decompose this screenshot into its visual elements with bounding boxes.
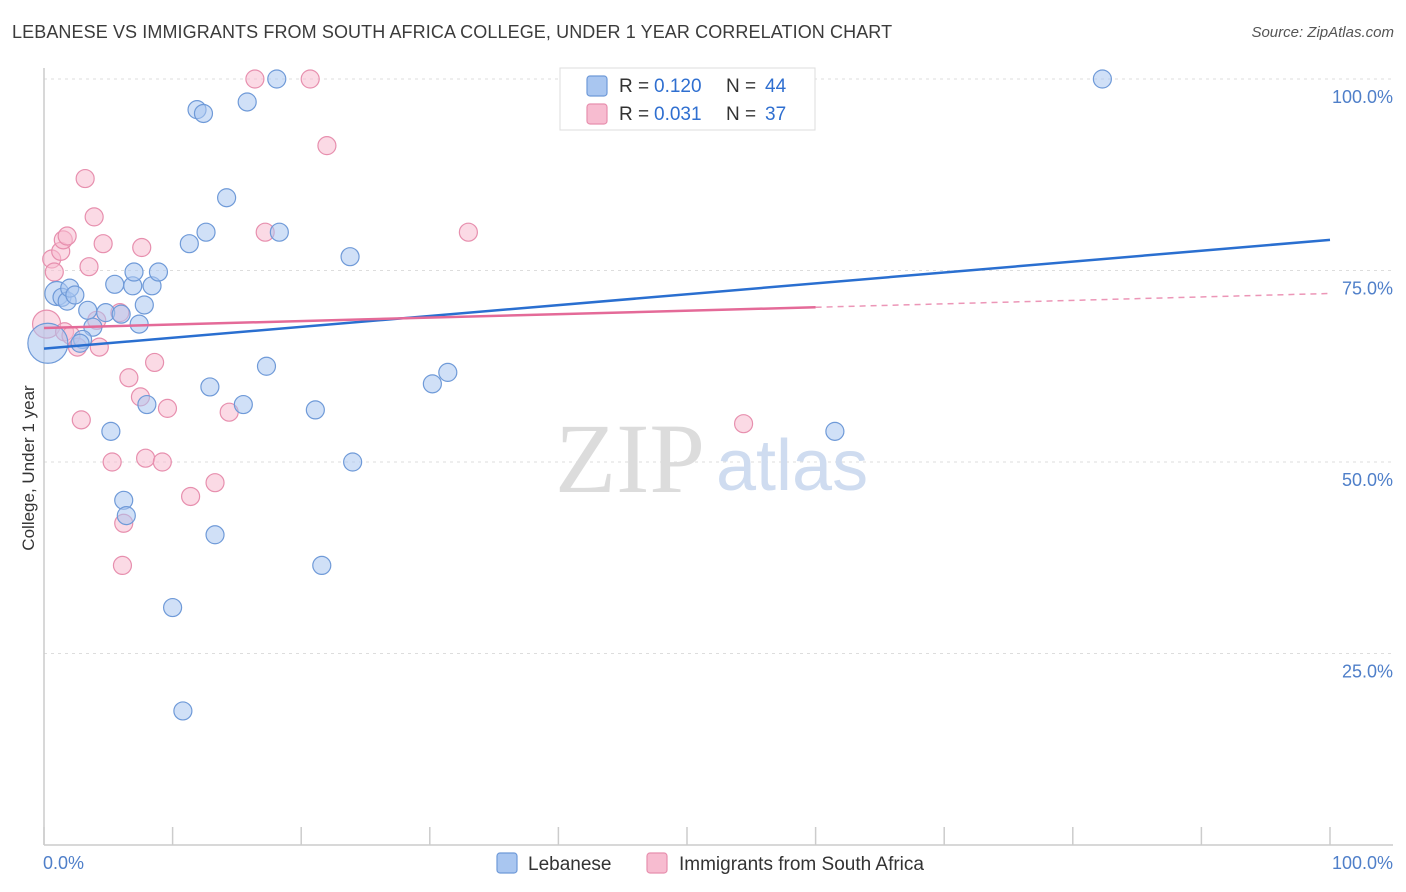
point-lebanese-42 (438, 362, 458, 382)
point-lebanese-24 (173, 701, 193, 721)
axes (43, 68, 1393, 846)
point-immigrants-22 (132, 237, 152, 258)
point-lebanese-39 (340, 247, 360, 267)
point-lebanese-35 (267, 69, 287, 89)
point-immigrants-2 (44, 262, 64, 282)
y-tick-label-100: 100.0% (1332, 87, 1393, 107)
point-immigrants-15 (93, 234, 113, 254)
x-tick-label-max: 100.0% (1332, 853, 1393, 873)
point-immigrants-27 (181, 486, 201, 507)
source-label: Source: ZipAtlas.com (1251, 24, 1394, 41)
point-lebanese-36 (269, 222, 289, 242)
bottom-legend-label-lebanese: Lebanese (528, 854, 611, 875)
legend-n-label-2: N = (726, 104, 756, 125)
y-axis-label: College, Under 1 year (19, 385, 38, 551)
point-immigrants-19 (112, 555, 133, 576)
point-lebanese-14 (124, 262, 144, 282)
trend-lines (43, 238, 1331, 350)
trend-line-immigrants-dashed (815, 292, 1331, 309)
point-lebanese-30 (205, 525, 225, 545)
bottom-legend-swatch-lebanese (496, 852, 518, 874)
legend-swatch-lebanese (586, 75, 608, 97)
point-lebanese-25 (179, 234, 199, 254)
legend-swatch-immigrants (586, 103, 608, 125)
series-lebanese-points (27, 69, 1112, 721)
point-lebanese-43 (825, 421, 845, 441)
grid-lines (44, 78, 1393, 654)
point-lebanese-6 (78, 300, 98, 320)
point-lebanese-32 (233, 394, 253, 415)
point-lebanese-20 (101, 421, 121, 441)
point-immigrants-35 (733, 414, 754, 434)
point-immigrants-12 (84, 207, 104, 227)
point-lebanese-10 (105, 274, 125, 294)
point-lebanese-5 (65, 285, 85, 305)
point-immigrants-14 (89, 337, 109, 357)
point-immigrants-33 (317, 136, 337, 156)
point-lebanese-18 (148, 262, 169, 282)
point-immigrants-34 (458, 222, 478, 242)
point-lebanese-33 (237, 92, 257, 112)
point-immigrants-25 (152, 452, 172, 472)
point-lebanese-29 (200, 377, 220, 397)
point-lebanese-16 (134, 295, 154, 315)
legend-n-value-1: 44 (765, 76, 787, 97)
point-immigrants-28 (205, 473, 225, 493)
watermark-atlas: atlas (716, 426, 868, 506)
x-tick-label-min: 0.0% (43, 853, 84, 873)
point-lebanese-34 (256, 356, 277, 376)
legend-r-value-2: 0.031 (654, 104, 702, 125)
point-lebanese-22 (116, 506, 136, 526)
point-lebanese-38 (312, 555, 332, 576)
y-tick-label-50: 50.0% (1342, 470, 1393, 490)
point-immigrants-5 (57, 226, 77, 246)
point-immigrants-24 (144, 352, 165, 373)
point-lebanese-41 (422, 374, 442, 394)
point-lebanese-9 (70, 333, 90, 353)
chart-title: LEBANESE VS IMMIGRANTS FROM SOUTH AFRICA… (12, 22, 893, 42)
bottom-legend-swatch-immigrants (646, 852, 668, 874)
point-immigrants-20 (119, 368, 139, 388)
y-tick-label-75: 75.0% (1342, 279, 1393, 299)
point-immigrants-10 (75, 168, 95, 189)
point-immigrants-23 (135, 448, 156, 468)
legend-bottom: Lebanese Immigrants from South Africa (496, 852, 924, 875)
point-lebanese-12 (111, 304, 131, 324)
point-lebanese-0 (27, 322, 69, 364)
legend-r-label-1: R = (619, 76, 649, 97)
trend-line-lebanese (43, 238, 1331, 350)
point-immigrants-9 (71, 410, 91, 430)
point-lebanese-37 (305, 400, 325, 420)
trend-line-immigrants (43, 306, 816, 330)
y-tick-label-25: 25.0% (1342, 662, 1393, 682)
point-lebanese-19 (137, 394, 157, 415)
point-lebanese-23 (163, 597, 183, 618)
point-lebanese-27 (193, 103, 214, 124)
point-immigrants-32 (300, 69, 320, 89)
legend-n-value-2: 37 (765, 104, 786, 125)
legend-r-label-2: R = (619, 104, 649, 125)
legend-r-value-1: 0.120 (654, 76, 702, 97)
point-immigrants-26 (157, 398, 178, 418)
legend-n-label-1: N = (726, 76, 756, 97)
point-lebanese-44 (1092, 69, 1112, 89)
y-tick-labels: 25.0% 50.0% 75.0% 100.0% (1332, 87, 1393, 682)
point-lebanese-40 (343, 452, 363, 472)
legend-top: R = 0.120 N = 44 R = 0.031 N = 37 (559, 67, 816, 131)
point-lebanese-28 (196, 222, 216, 242)
point-immigrants-11 (79, 257, 99, 277)
watermark-zip: ZIP (555, 403, 705, 514)
point-immigrants-16 (102, 452, 122, 472)
bottom-legend-label-immigrants: Immigrants from South Africa (679, 854, 924, 875)
point-immigrants-30 (245, 69, 265, 89)
point-lebanese-31 (217, 188, 237, 208)
